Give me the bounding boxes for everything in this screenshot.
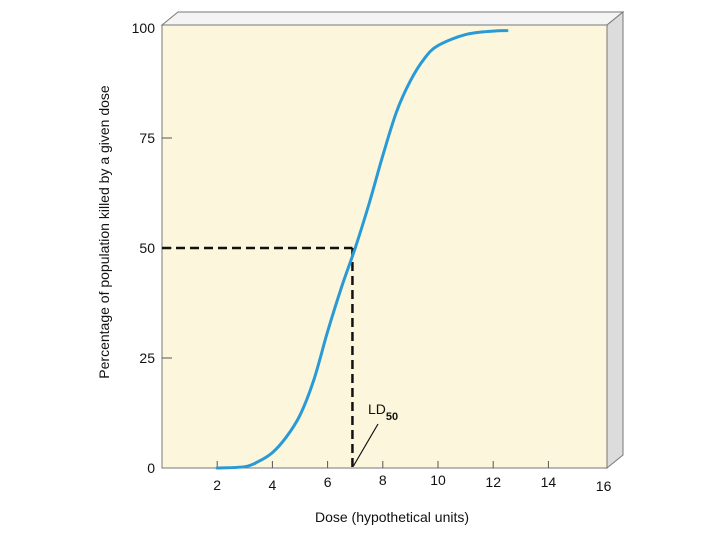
x-tick-label: 12 bbox=[485, 474, 501, 490]
y-tick-label: 25 bbox=[139, 350, 155, 366]
x-tick-label: 10 bbox=[430, 472, 446, 488]
plot-area bbox=[161, 24, 608, 469]
y-tick-label: 0 bbox=[147, 460, 155, 476]
ld50-label: LD50 bbox=[368, 401, 398, 423]
y-tick-label: 100 bbox=[132, 20, 156, 36]
ld50-reference-lines bbox=[162, 246, 354, 468]
chart-frame-top bbox=[160, 11, 625, 26]
y-tick-label: 75 bbox=[139, 130, 155, 146]
ld50-label-subscript: 50 bbox=[386, 411, 398, 423]
dose-response-curve bbox=[215, 29, 509, 470]
x-tick-label: 8 bbox=[379, 472, 387, 488]
ld50-pointer-line bbox=[352, 423, 379, 467]
y-axis-ticks: 0 25 50 75 100 bbox=[132, 20, 172, 476]
x-tick-label: 2 bbox=[213, 477, 221, 493]
x-tick-label: 16 bbox=[596, 478, 612, 494]
x-tick-label: 6 bbox=[324, 474, 332, 490]
x-tick-label: 14 bbox=[541, 474, 557, 490]
y-axis-title: Percentage of population killed by a giv… bbox=[96, 85, 112, 379]
y-tick-label: 50 bbox=[139, 240, 155, 256]
chart-frame-side bbox=[606, 10, 624, 470]
x-axis-title: Dose (hypothetical units) bbox=[315, 509, 469, 525]
x-axis-ticks: 2 4 6 8 10 12 14 16 bbox=[213, 461, 612, 494]
x-tick-label: 4 bbox=[269, 477, 277, 493]
ld50-label-main: LD bbox=[368, 401, 386, 417]
